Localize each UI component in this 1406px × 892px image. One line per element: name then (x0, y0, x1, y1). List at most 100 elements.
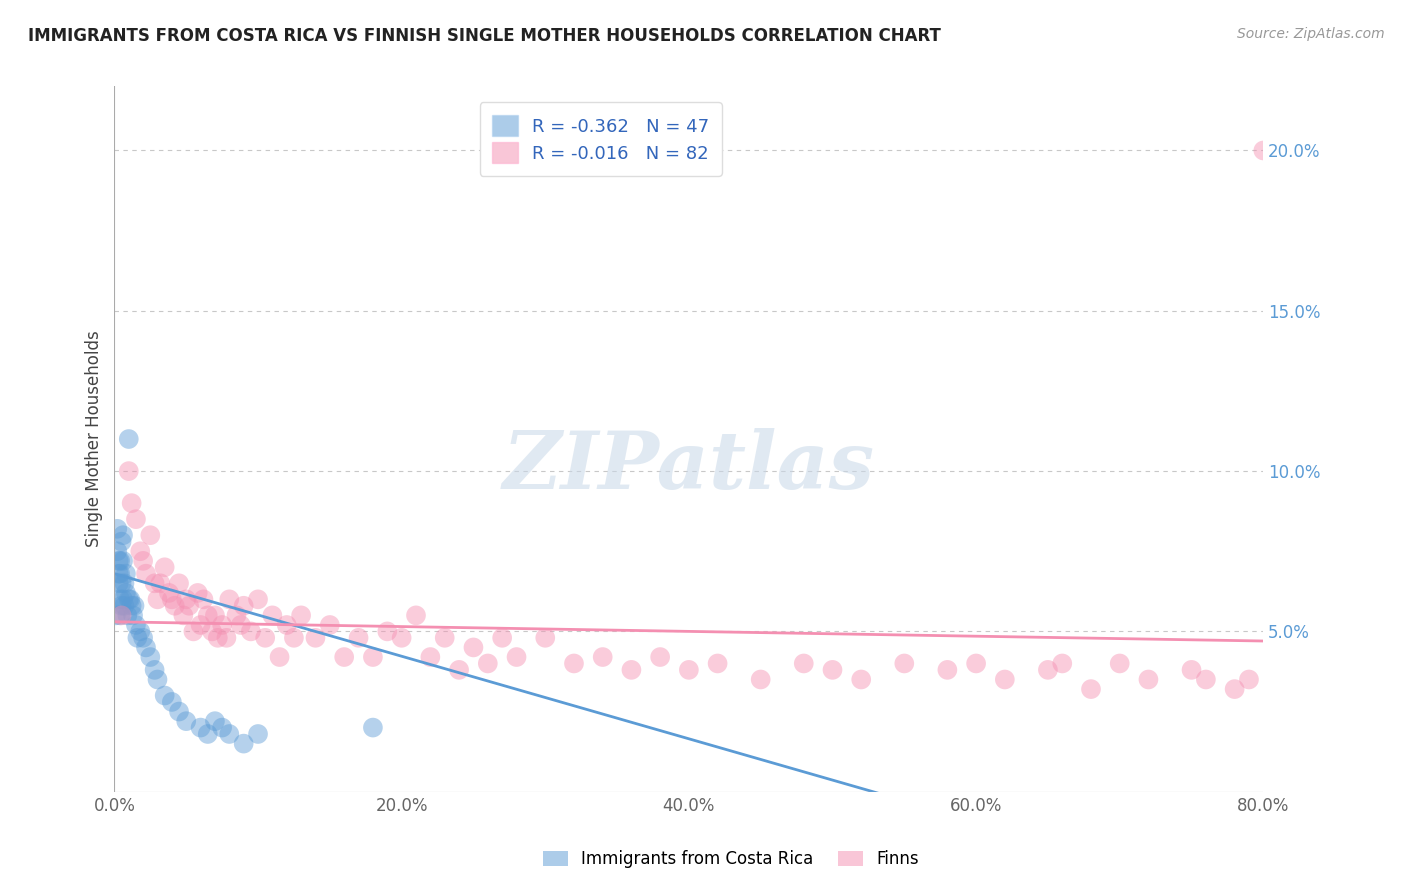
Point (146, 673, 169, 687)
Point (994, 673, 1017, 687)
Point (143, 576, 166, 591)
Point (105, 522, 128, 536)
Point (1237, 673, 1260, 687)
Point (139, 650, 162, 665)
Point (110, 576, 132, 591)
Point (115, 566, 138, 581)
Point (207, 631, 229, 645)
Point (117, 608, 139, 623)
Point (405, 608, 427, 623)
Point (107, 554, 129, 568)
Point (114, 576, 136, 591)
Point (157, 586, 180, 600)
Point (225, 608, 247, 623)
Point (174, 714, 197, 728)
Point (201, 624, 224, 639)
Point (197, 727, 219, 741)
Point (232, 599, 254, 613)
Point (247, 727, 270, 741)
Point (153, 560, 176, 574)
Point (129, 544, 152, 558)
Point (254, 631, 277, 645)
Point (1309, 640, 1331, 655)
Point (108, 566, 131, 581)
Point (449, 663, 471, 677)
Point (211, 618, 233, 632)
Point (125, 512, 148, 526)
Point (1052, 657, 1074, 671)
Point (190, 721, 212, 735)
Point (177, 599, 200, 613)
Point (187, 586, 209, 600)
Point (167, 705, 190, 719)
Point (118, 592, 141, 607)
Point (120, 592, 142, 607)
Point (105, 544, 128, 558)
Point (1180, 663, 1202, 677)
Point (108, 592, 131, 607)
Point (124, 599, 146, 613)
Point (1036, 663, 1059, 677)
Point (433, 631, 456, 645)
Point (491, 631, 513, 645)
Text: IMMIGRANTS FROM COSTA RICA VS FINNISH SINGLE MOTHER HOUSEHOLDS CORRELATION CHART: IMMIGRANTS FROM COSTA RICA VS FINNISH SI… (28, 27, 941, 45)
Point (319, 618, 342, 632)
Point (592, 650, 614, 665)
Point (122, 608, 145, 623)
Legend: Immigrants from Costa Rica, Finns: Immigrants from Costa Rica, Finns (536, 844, 927, 875)
Point (678, 663, 700, 677)
Y-axis label: Single Mother Households: Single Mother Households (86, 331, 103, 548)
Point (706, 657, 728, 671)
Point (193, 592, 215, 607)
Point (174, 592, 197, 607)
Point (160, 592, 183, 607)
Point (304, 631, 326, 645)
Point (110, 599, 132, 613)
Point (160, 695, 183, 709)
Point (936, 663, 959, 677)
Point (190, 618, 212, 632)
Point (269, 650, 291, 665)
Point (114, 599, 136, 613)
Point (247, 592, 270, 607)
Point (650, 650, 672, 665)
Point (1253, 144, 1275, 158)
Point (139, 528, 162, 542)
Point (108, 554, 131, 568)
Point (183, 624, 205, 639)
Text: Source: ZipAtlas.com: Source: ZipAtlas.com (1237, 27, 1385, 41)
Point (112, 528, 135, 542)
Point (562, 657, 585, 671)
Point (1080, 682, 1102, 697)
Point (333, 650, 356, 665)
Point (262, 608, 284, 623)
Point (749, 673, 772, 687)
Point (121, 496, 143, 510)
Point (112, 554, 135, 568)
Point (793, 657, 815, 671)
Point (419, 650, 441, 665)
Point (115, 586, 138, 600)
Point (104, 608, 127, 623)
Point (197, 608, 219, 623)
Point (361, 650, 384, 665)
Point (112, 592, 135, 607)
Point (167, 576, 190, 591)
Point (129, 624, 152, 639)
Point (505, 650, 527, 665)
Point (375, 624, 398, 639)
Point (463, 640, 485, 655)
Point (534, 631, 557, 645)
Point (118, 464, 141, 478)
Legend: R = -0.362   N = 47, R = -0.016   N = 82: R = -0.362 N = 47, R = -0.016 N = 82 (479, 103, 721, 176)
Point (132, 631, 155, 645)
Point (132, 554, 155, 568)
Point (143, 663, 166, 677)
Point (107, 566, 129, 581)
Point (232, 737, 254, 751)
Point (211, 721, 233, 735)
Point (204, 714, 226, 728)
Point (146, 592, 169, 607)
Point (965, 657, 987, 671)
Point (1195, 673, 1218, 687)
